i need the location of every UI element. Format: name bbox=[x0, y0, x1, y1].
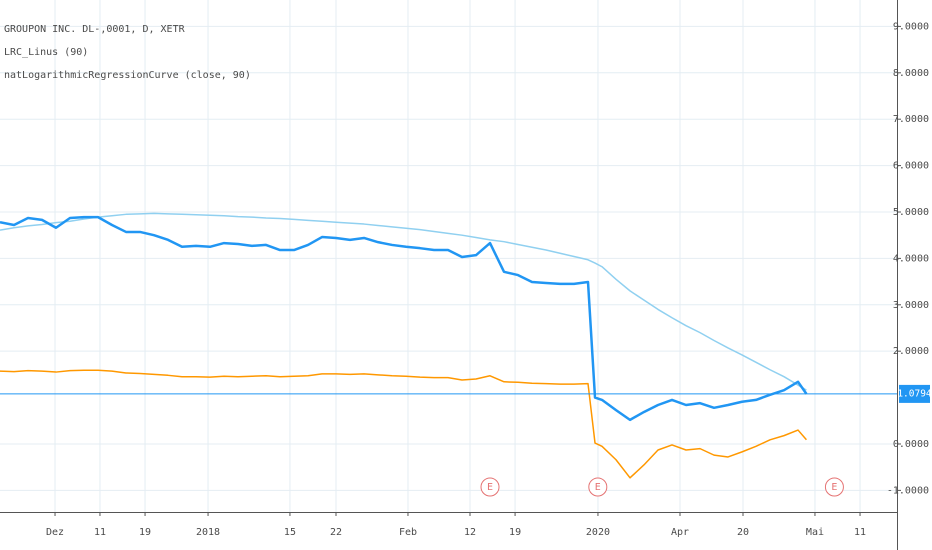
y-tick-label: 6.0000 bbox=[893, 161, 929, 172]
price-line bbox=[0, 215, 808, 422]
earnings-marker bbox=[824, 477, 844, 497]
earnings-label: E bbox=[595, 482, 601, 493]
earnings-label: E bbox=[831, 482, 837, 493]
x-tick-label: 11 bbox=[94, 527, 106, 538]
y-tick-label: -1.0000 bbox=[887, 485, 929, 496]
x-tick-label: 12 bbox=[464, 527, 476, 538]
x-tick-label: 19 bbox=[509, 527, 521, 538]
x-tick-label: 15 bbox=[284, 527, 296, 538]
earnings-marker bbox=[588, 477, 608, 497]
x-tick-label: Dez bbox=[46, 527, 64, 538]
earnings-marker bbox=[480, 477, 500, 497]
chart-title: GROUPON INC. DL-,0001, D, XETR bbox=[4, 24, 186, 35]
x-tick-label: 11 bbox=[854, 527, 866, 538]
y-tick-label: 3.0000 bbox=[893, 300, 929, 311]
x-tick-label: Mai bbox=[806, 527, 824, 538]
price-line bbox=[0, 369, 807, 479]
indicator-label: LRC_Linus (90) bbox=[4, 47, 88, 58]
y-tick-label: 2.0000 bbox=[893, 346, 929, 357]
price-line bbox=[0, 212, 807, 391]
y-tick-label: 8.0000 bbox=[893, 68, 929, 79]
x-tick-label: Apr bbox=[671, 527, 689, 538]
y-tick-label: 4.0000 bbox=[893, 253, 929, 264]
x-tick-label: 19 bbox=[139, 527, 151, 538]
x-tick-label: 2018 bbox=[196, 527, 220, 538]
x-tick-label: 20 bbox=[737, 527, 749, 538]
indicator-label: natLogarithmicRegressionCurve (close, 90… bbox=[4, 70, 251, 81]
last-price-badge bbox=[899, 384, 930, 403]
y-tick-label: 0.0000 bbox=[893, 439, 929, 450]
x-tick-label: 22 bbox=[330, 527, 342, 538]
x-tick-label: 2020 bbox=[586, 527, 610, 538]
y-tick-label: 9.0000 bbox=[893, 21, 929, 32]
last-price-label: 1.0794 bbox=[897, 388, 932, 399]
y-tick-label: 5.0000 bbox=[893, 207, 929, 218]
y-tick-label: 7.0000 bbox=[893, 114, 929, 125]
x-tick-label: Feb bbox=[399, 527, 417, 538]
earnings-label: E bbox=[487, 482, 493, 493]
